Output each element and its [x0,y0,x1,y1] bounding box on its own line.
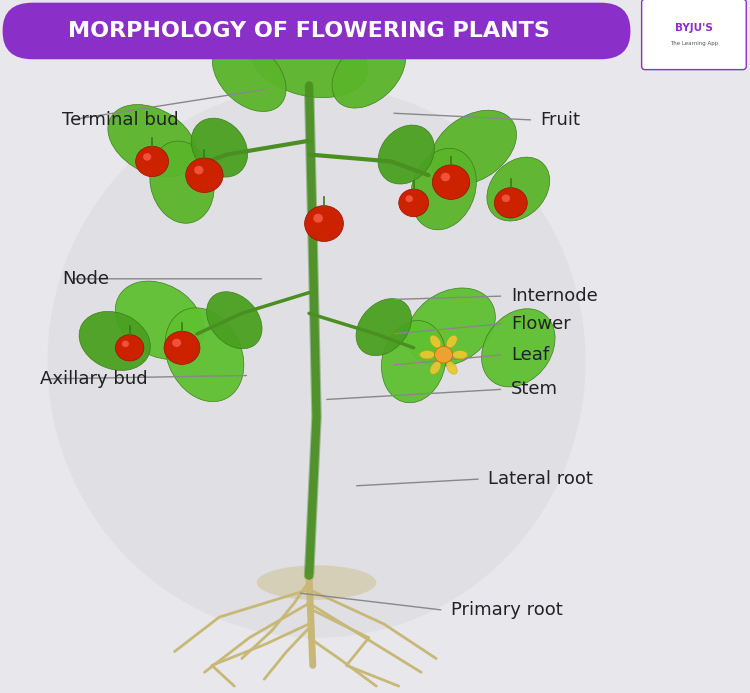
Circle shape [116,335,144,361]
Text: Axillary bud: Axillary bud [40,370,148,388]
Circle shape [494,188,527,218]
Text: MORPHOLOGY OF FLOWERING PLANTS: MORPHOLOGY OF FLOWERING PLANTS [68,21,550,41]
Circle shape [441,173,450,182]
Text: Flower: Flower [511,315,571,333]
Ellipse shape [356,299,412,356]
Ellipse shape [430,110,517,185]
Text: The Learning App: The Learning App [670,41,718,46]
Text: Internode: Internode [511,287,598,305]
Ellipse shape [150,141,214,223]
FancyBboxPatch shape [642,0,746,69]
Ellipse shape [446,335,458,348]
Circle shape [194,166,203,175]
Circle shape [406,195,413,202]
Ellipse shape [79,311,151,371]
Ellipse shape [251,25,368,98]
Text: BYJU'S: BYJU'S [675,22,713,33]
Circle shape [304,206,344,242]
Ellipse shape [116,281,204,360]
Circle shape [314,213,323,222]
Circle shape [432,165,470,200]
Circle shape [172,339,181,347]
Ellipse shape [446,362,458,374]
Text: Terminal bud: Terminal bud [62,111,179,129]
Ellipse shape [382,321,446,403]
Circle shape [122,341,129,347]
Ellipse shape [487,157,550,221]
Ellipse shape [411,148,476,230]
Circle shape [136,146,169,177]
Ellipse shape [256,565,376,600]
Circle shape [399,189,429,217]
Ellipse shape [482,309,555,387]
Circle shape [186,158,223,193]
Ellipse shape [430,362,441,374]
Circle shape [143,153,152,161]
Ellipse shape [452,351,467,359]
Ellipse shape [47,85,586,638]
Ellipse shape [420,351,434,359]
Circle shape [502,195,510,202]
Text: Lateral root: Lateral root [488,470,593,488]
Ellipse shape [165,308,244,402]
Circle shape [434,346,452,363]
Text: Node: Node [62,270,110,288]
Text: Leaf: Leaf [511,346,549,364]
Ellipse shape [430,335,441,348]
Text: Stem: Stem [511,380,558,398]
Ellipse shape [191,118,248,177]
Ellipse shape [212,39,286,112]
FancyBboxPatch shape [3,3,631,60]
Ellipse shape [332,35,406,108]
Circle shape [164,331,200,365]
Ellipse shape [206,292,262,349]
Ellipse shape [406,288,495,367]
Text: Primary root: Primary root [451,601,562,619]
Text: Fruit: Fruit [541,111,580,129]
Ellipse shape [378,125,434,184]
Ellipse shape [108,105,196,177]
